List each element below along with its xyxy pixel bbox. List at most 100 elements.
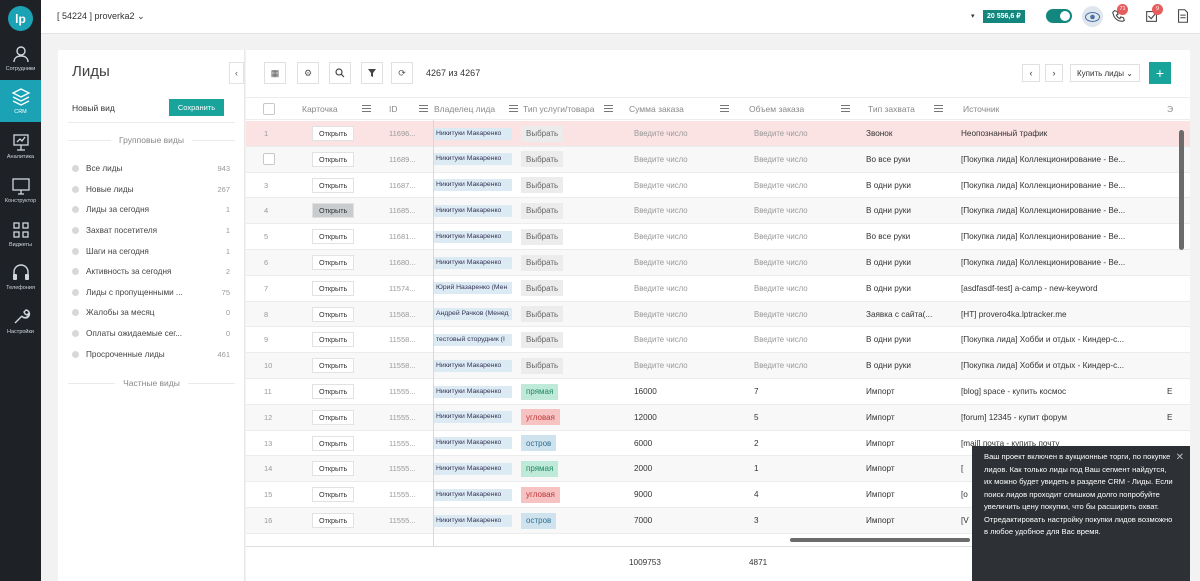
open-card-button[interactable]: Открыть [312, 306, 355, 322]
volume-input[interactable]: Введите число [754, 309, 808, 319]
rail-item-employees[interactable]: Сотрудники [0, 37, 41, 79]
open-card-button[interactable]: Открыть [312, 435, 355, 451]
col-capture[interactable]: Тип захвата [868, 104, 915, 114]
owner-cell[interactable]: Никитуки Макаренко [434, 353, 512, 378]
table-row[interactable]: 10 Открыть 11558... Никитуки Макаренко Выбра… [246, 353, 1190, 379]
view-item[interactable]: Жалобы за месяц 0 [72, 304, 230, 320]
save-view-button[interactable]: Сохранить [169, 99, 224, 116]
select-all-checkbox[interactable] [263, 103, 275, 125]
volume-input[interactable]: Введите число [754, 232, 808, 242]
rail-item-widgets[interactable]: Виджеты [0, 213, 41, 255]
table-row[interactable]: 9 Открыть 11558... тестовый сторудник (І Выб… [246, 327, 1190, 354]
volume-value[interactable]: 7 [754, 387, 759, 396]
service-cell[interactable]: Выбрать [521, 121, 564, 146]
service-cell[interactable]: Выбрать [521, 276, 564, 301]
service-cell[interactable]: угловая [521, 405, 560, 430]
refresh-button[interactable]: ⟳ [391, 62, 413, 84]
view-item[interactable]: Захват посетителя 1 [72, 222, 230, 238]
vertical-scrollbar[interactable] [1179, 130, 1184, 250]
row-checkbox[interactable] [263, 147, 275, 172]
sum-input[interactable]: Введите число [634, 335, 688, 345]
open-card-button[interactable]: Открыть [312, 461, 355, 477]
open-card-button[interactable]: Открыть [312, 409, 355, 425]
open-card-button[interactable]: Открыть [312, 151, 355, 167]
eye-icon[interactable] [1082, 6, 1103, 27]
owner-cell[interactable]: Юрий Назаренко (Мен [434, 276, 512, 301]
table-row[interactable]: 11 Открыть 11555... Никитуки Макаренко пряма… [246, 379, 1190, 405]
service-cell[interactable]: прямая [521, 379, 559, 404]
owner-cell[interactable]: Никитуки Макаренко [434, 250, 512, 275]
sum-input[interactable]: Введите число [634, 129, 688, 138]
owner-cell[interactable]: Никитуки Макаренко [434, 224, 512, 249]
owner-cell[interactable]: Никитуки Макаренко [434, 482, 512, 507]
sum-input[interactable]: Введите число [634, 283, 688, 293]
rail-item-analytics[interactable]: Аналитика [0, 125, 41, 167]
next-page-button[interactable]: › [1045, 64, 1063, 82]
column-menu-icon[interactable] [604, 105, 613, 112]
sum-value[interactable]: 12000 [634, 412, 657, 422]
view-item[interactable]: Активность за сегодня 2 [72, 263, 230, 279]
col-extra[interactable]: Э [1167, 104, 1174, 114]
column-menu-icon[interactable] [509, 105, 518, 112]
rail-item-telephony[interactable]: Телефония [0, 256, 41, 298]
service-cell[interactable]: Выбрать [521, 327, 564, 352]
sum-input[interactable]: Введите число [634, 232, 688, 242]
table-row[interactable]: 5 Открыть 11681... Никитуки Макаренко Выбрат… [246, 224, 1190, 250]
open-card-button[interactable]: Открыть [312, 229, 355, 245]
volume-input[interactable]: Введите число [754, 258, 808, 267]
view-item[interactable]: Оплаты ожидаемые сег... 0 [72, 325, 230, 341]
rail-item-settings[interactable]: Настройки [0, 300, 41, 342]
table-row[interactable]: 3 Открыть 11687... Никитуки Макаренко Выбрат… [246, 172, 1190, 199]
document-icon[interactable] [1175, 8, 1193, 26]
col-id[interactable]: ID [389, 104, 398, 114]
sum-value[interactable]: 16000 [634, 387, 657, 396]
view-item[interactable]: Новые лиды 267 [72, 181, 230, 197]
settings-button[interactable]: ⚙ [297, 62, 319, 84]
volume-input[interactable]: Введите число [754, 283, 808, 293]
col-card[interactable]: Карточка [302, 104, 338, 114]
column-menu-icon[interactable] [720, 105, 729, 112]
owner-cell[interactable]: Никитуки Макаренко [434, 173, 512, 198]
table-row[interactable]: 12 Открыть 11555... Никитуки Макаренко углов… [246, 404, 1190, 431]
sum-input[interactable]: Введите число [634, 309, 688, 319]
table-row[interactable]: Открыть 11689... Никитуки Макаренко Выбрать… [246, 146, 1190, 173]
volume-value[interactable]: 5 [754, 412, 759, 422]
owner-cell[interactable]: Никитуки Макаренко [434, 379, 512, 404]
column-menu-icon[interactable] [841, 105, 850, 112]
volume-input[interactable]: Введите число [754, 361, 808, 371]
add-lead-button[interactable]: + [1149, 62, 1171, 84]
volume-value[interactable]: 3 [754, 516, 759, 525]
table-row[interactable]: 6 Открыть 11680... Никитуки Макаренко Выбрат… [246, 250, 1190, 276]
service-cell[interactable]: угловая [521, 482, 560, 507]
service-cell[interactable]: прямая [521, 456, 559, 481]
view-item[interactable]: Все лиды 943 [72, 160, 230, 176]
volume-value[interactable]: 2 [754, 438, 759, 448]
open-card-button[interactable]: Открыть [312, 203, 355, 219]
close-icon[interactable]: ✕ [1175, 452, 1184, 463]
sum-value[interactable]: 2000 [634, 464, 653, 474]
table-row[interactable]: 8 Открыть 11568... Андрей Рачков (Менед Выбр… [246, 301, 1190, 328]
new-view-label[interactable]: Новый вид [72, 103, 115, 113]
horizontal-scrollbar[interactable] [790, 538, 970, 542]
table-row[interactable]: 4 Открыть 11685... Никитуки Макаренко Выбрат… [246, 198, 1190, 225]
owner-cell[interactable]: Никитуки Макаренко [434, 405, 512, 430]
service-cell[interactable]: остров [521, 431, 557, 456]
sum-input[interactable]: Введите число [634, 206, 688, 216]
project-selector[interactable]: [ 54224 ] proverka2 ⌄ [57, 11, 145, 22]
volume-value[interactable]: 4 [754, 490, 759, 500]
column-menu-icon[interactable] [934, 105, 943, 112]
col-source[interactable]: Источник [963, 104, 1000, 114]
col-service[interactable]: Тип услуги/товара [523, 104, 595, 114]
owner-cell[interactable]: Никитуки Макаренко [434, 121, 512, 146]
phone-icon[interactable] [1111, 8, 1129, 26]
owner-cell[interactable]: Никитуки Макаренко [434, 198, 512, 223]
columns-button[interactable]: ▦ [264, 62, 286, 84]
view-item[interactable]: Лиды с пропущенными ... 75 [72, 284, 230, 300]
buy-leads-dropdown[interactable]: Купить лиды ⌄ [1070, 64, 1140, 82]
search-button[interactable] [329, 62, 351, 84]
view-item[interactable]: Просроченные лиды 461 [72, 346, 230, 362]
open-card-button[interactable]: Открыть [312, 255, 355, 270]
service-cell[interactable]: Выбрать [521, 147, 564, 172]
sum-input[interactable]: Введите число [634, 180, 688, 190]
volume-value[interactable]: 1 [754, 464, 759, 474]
